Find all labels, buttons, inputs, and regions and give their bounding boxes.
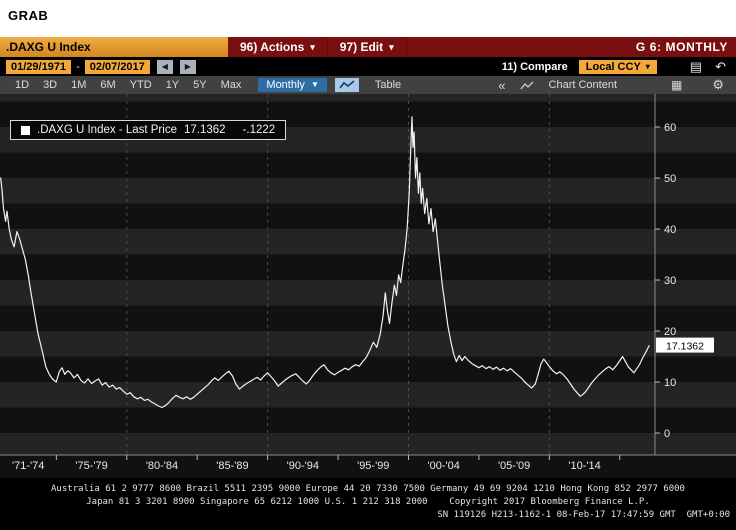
series-swatch — [21, 125, 30, 135]
gear-icon[interactable]: ⚙ — [712, 77, 724, 92]
chart-layout-icon[interactable]: ▤ — [689, 59, 703, 74]
edit-menu[interactable]: 97) Edit ▾ — [328, 37, 407, 57]
last-price-flag-text: 17.1362 — [666, 341, 704, 353]
chart-content-button[interactable]: Chart Content — [548, 79, 617, 91]
page-indicator: G 6: MONTHLY — [635, 40, 728, 54]
chart-canvas[interactable]: '71-'74 '75-'79 '80-'84 '85-'89 '90-'94 '95-'… — [0, 94, 736, 478]
frequency-select-label: Monthly — [266, 79, 305, 91]
chart-band — [0, 178, 736, 204]
x-axis-label: '85-'89 — [216, 460, 248, 472]
price-chart[interactable]: '71-'74 '75-'79 '80-'84 '85-'89 '90-'94 '95-'… — [0, 94, 736, 478]
chart-toolbar: 1D 3D 1M 6M YTD 1Y 5Y Max Monthly ▼ Tabl… — [0, 76, 736, 94]
annotate-icon — [520, 81, 533, 89]
edit-menu-label: 97) Edit — [339, 40, 384, 54]
legend-change: -.1222 — [242, 124, 276, 136]
y-axis-label: 40 — [664, 224, 676, 236]
actions-menu[interactable]: 96) Actions ▾ — [228, 37, 328, 57]
range-button-1d[interactable]: 1D — [15, 79, 30, 91]
chart-band — [0, 203, 736, 229]
footer-contacts-line2: Japan 81 3 3201 8900 Singapore 65 6212 1… — [86, 497, 650, 507]
function-toolbar: .DAXG U Index 96) Actions ▾ 97) Edit ▾ G… — [0, 37, 736, 57]
grab-title: GRAB — [8, 8, 49, 23]
x-axis-label: '80-'84 — [146, 460, 178, 472]
chart-band — [0, 407, 736, 433]
y-axis-label: 20 — [664, 326, 676, 338]
range-button-ytd[interactable]: YTD — [129, 79, 152, 91]
date-range-separator: - — [76, 60, 80, 73]
x-axis-label: '75-'79 — [75, 460, 107, 472]
date-range-toolbar: 01/29/1971 - 02/07/2017 ◀ ▶ 11) Compare … — [0, 57, 736, 76]
footer-terminal-info: SN 119126 H213-1162-1 08-Feb-17 17:47:59… — [437, 510, 730, 520]
y-axis-label: 30 — [664, 275, 676, 287]
range-button-1y[interactable]: 1Y — [165, 79, 180, 91]
actions-menu-label: 96) Actions — [240, 40, 305, 54]
chart-band — [0, 94, 736, 102]
x-axis-label: '05-'09 — [498, 460, 530, 472]
legend-label: .DAXG U Index - Last Price — [37, 124, 177, 136]
back-arrow-icon[interactable]: ↶ — [715, 59, 726, 74]
chart-band — [0, 433, 736, 455]
legend-value: 17.1362 — [183, 124, 226, 136]
collapse-panel-button[interactable]: « — [498, 77, 506, 93]
chart-band — [0, 254, 736, 280]
chart-band — [0, 356, 736, 382]
y-axis-label: 50 — [664, 173, 676, 185]
next-period-button[interactable]: ▶ — [179, 59, 196, 74]
annotate-button[interactable] — [514, 80, 541, 91]
range-button-6m[interactable]: 6M — [100, 79, 116, 91]
currency-select[interactable]: Local CCY ▾ — [578, 59, 657, 74]
line-chart-icon — [339, 80, 355, 89]
y-axis-label: 60 — [664, 122, 676, 134]
x-axis-label: '00-'04 — [428, 460, 460, 472]
range-button-3d[interactable]: 3D — [43, 79, 58, 91]
x-axis-label: '90-'94 — [287, 460, 319, 472]
chart-band — [0, 280, 736, 306]
chevron-down-icon: ▼ — [310, 80, 319, 89]
x-axis-label: '95-'99 — [357, 460, 389, 472]
chart-band — [0, 152, 736, 178]
range-button-5y[interactable]: 5Y — [193, 79, 207, 91]
compare-button[interactable]: 11) Compare — [501, 60, 568, 73]
chart-band — [0, 382, 736, 408]
footer-contacts-line1: Australia 61 2 9777 8600 Brazil 5511 239… — [51, 484, 685, 494]
date-from-field[interactable]: 01/29/1971 — [6, 59, 72, 74]
price-line — [0, 116, 650, 409]
x-axis-label: '71-'74 — [12, 460, 44, 472]
table-button[interactable]: Table — [374, 79, 402, 91]
currency-select-label: Local CCY — [585, 60, 641, 73]
chart-legend: .DAXG U Index - Last Price 17.1362 -.122… — [10, 120, 287, 140]
chart-band — [0, 229, 736, 255]
x-axis-strip — [0, 455, 736, 478]
last-price-flag — [656, 337, 714, 353]
range-button-1m[interactable]: 1M — [71, 79, 87, 91]
chevron-down-icon: ▾ — [389, 41, 394, 52]
x-axis-label: '10-'14 — [568, 460, 600, 472]
grab-header: GRAB — [0, 0, 736, 37]
line-chart-type-button[interactable] — [334, 78, 359, 92]
footer: Australia 61 2 9777 8600 Brazil 5511 239… — [0, 478, 736, 530]
chevron-down-icon: ▾ — [310, 41, 315, 52]
range-button-max[interactable]: Max — [220, 79, 242, 91]
chart-band — [0, 305, 736, 331]
prev-period-button[interactable]: ◀ — [156, 59, 173, 74]
date-to-field[interactable]: 02/07/2017 — [84, 59, 150, 74]
panels-icon[interactable]: ▦ — [671, 78, 683, 92]
chart-band — [0, 331, 736, 357]
chevron-down-icon: ▾ — [645, 61, 650, 71]
frequency-select[interactable]: Monthly ▼ — [258, 78, 327, 92]
security-field[interactable]: .DAXG U Index — [0, 37, 228, 57]
y-axis-label: 10 — [664, 377, 676, 389]
y-axis-label: 0 — [664, 428, 670, 440]
